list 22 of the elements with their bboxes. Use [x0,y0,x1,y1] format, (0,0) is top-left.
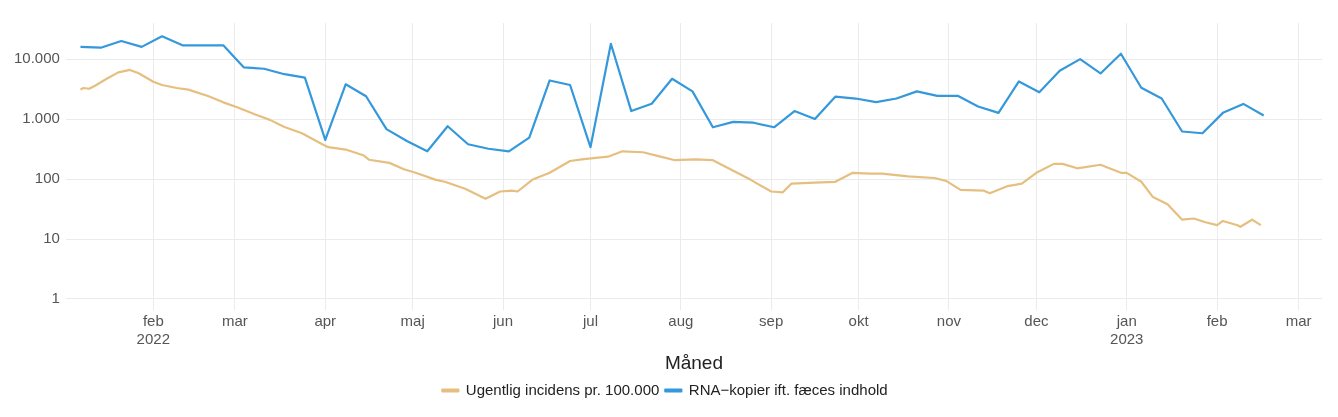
x-tick-label: jun [492,312,514,330]
x-tick-label: sep [759,312,784,330]
x-tick-label: mar [1285,312,1312,330]
y-tick-label: 1 [51,289,60,307]
x-tick-label: jul [581,312,598,330]
legend-label: Ugentlig incidens pr. 100.000 [465,380,660,398]
y-tick-label: 100 [34,169,60,187]
x-tick-label: maj [400,312,425,330]
x-tick-label: dec [1024,312,1049,330]
x-axis-title: Måned [664,351,723,373]
x-tick-label: apr [314,312,337,330]
x-tick-label: nov [936,312,962,330]
legend-label: RNA−kopier ift. fæces indhold [688,380,888,398]
x-tick-label: jan 2023 [1110,312,1144,348]
x-tick-label: feb 2022 [136,312,170,348]
x-tick-label: feb [1206,312,1228,330]
x-tick-label: aug [668,312,694,330]
y-tick-label: 10.000 [13,49,60,67]
y-tick-label: 1.000 [22,109,60,127]
y-tick-label: 10 [43,229,60,247]
x-tick-label: okt [848,312,870,330]
x-tick-label: mar [221,312,248,330]
